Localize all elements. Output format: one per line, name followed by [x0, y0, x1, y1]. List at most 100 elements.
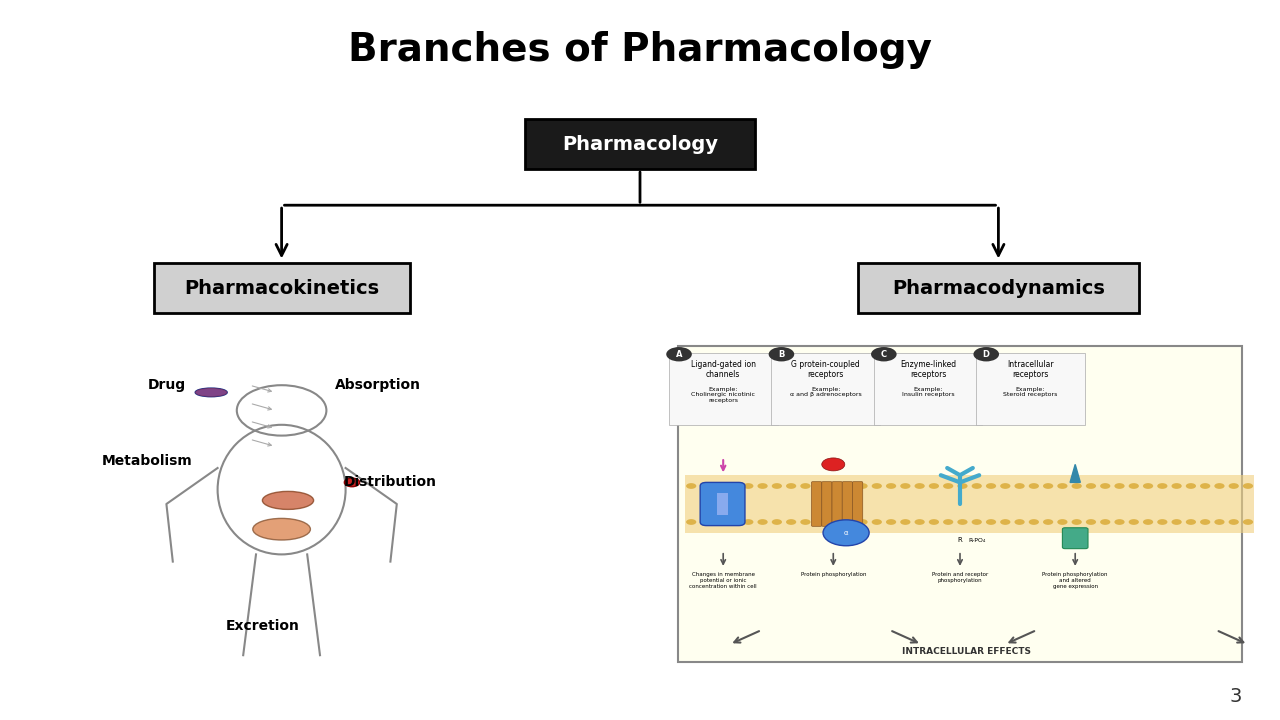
Circle shape	[1129, 483, 1139, 489]
Circle shape	[772, 519, 782, 525]
Circle shape	[1171, 519, 1181, 525]
Circle shape	[1071, 483, 1082, 489]
Circle shape	[814, 519, 824, 525]
Circle shape	[986, 519, 996, 525]
Circle shape	[772, 483, 782, 489]
Circle shape	[800, 483, 810, 489]
Circle shape	[758, 519, 768, 525]
Circle shape	[1143, 483, 1153, 489]
Circle shape	[829, 483, 840, 489]
Circle shape	[344, 478, 360, 487]
Text: C: C	[881, 350, 887, 359]
Circle shape	[844, 519, 854, 525]
Circle shape	[872, 519, 882, 525]
Text: Changes in membrane
potential or ionic
concentration within cell: Changes in membrane potential or ionic c…	[690, 572, 756, 589]
Circle shape	[758, 483, 768, 489]
Circle shape	[972, 483, 982, 489]
FancyBboxPatch shape	[685, 475, 1254, 533]
FancyBboxPatch shape	[842, 482, 852, 526]
Text: D: D	[983, 350, 989, 359]
Circle shape	[1057, 519, 1068, 525]
Text: R: R	[957, 537, 963, 543]
Text: Enzyme-linked
receptors: Enzyme-linked receptors	[900, 360, 956, 379]
Circle shape	[1229, 519, 1239, 525]
FancyBboxPatch shape	[977, 353, 1085, 425]
Text: Metabolism: Metabolism	[102, 454, 192, 468]
Circle shape	[1015, 519, 1025, 525]
Text: Absorption: Absorption	[334, 378, 421, 392]
Circle shape	[986, 483, 996, 489]
Circle shape	[700, 483, 710, 489]
Circle shape	[823, 520, 869, 546]
Circle shape	[974, 347, 1000, 361]
Text: Example:
α and β adrenoceptors: Example: α and β adrenoceptors	[790, 387, 861, 397]
Circle shape	[744, 483, 754, 489]
Circle shape	[728, 519, 739, 525]
Text: A: A	[676, 350, 682, 359]
Circle shape	[800, 519, 810, 525]
FancyBboxPatch shape	[771, 353, 881, 425]
Circle shape	[858, 483, 868, 489]
Text: Pharmacokinetics: Pharmacokinetics	[184, 279, 379, 297]
Text: Example:
Insulin receptors: Example: Insulin receptors	[901, 387, 955, 397]
Text: 3: 3	[1229, 687, 1242, 706]
Circle shape	[1085, 483, 1096, 489]
Circle shape	[1243, 483, 1253, 489]
FancyBboxPatch shape	[525, 119, 755, 169]
FancyBboxPatch shape	[700, 482, 745, 526]
FancyBboxPatch shape	[812, 482, 822, 526]
Circle shape	[1100, 519, 1110, 525]
Circle shape	[900, 519, 910, 525]
Ellipse shape	[196, 388, 228, 397]
FancyBboxPatch shape	[832, 482, 842, 526]
Circle shape	[929, 519, 940, 525]
FancyBboxPatch shape	[717, 493, 728, 515]
Circle shape	[1143, 519, 1153, 525]
Text: Branches of Pharmacology: Branches of Pharmacology	[348, 32, 932, 69]
FancyBboxPatch shape	[1062, 528, 1088, 549]
Text: Pharmacology: Pharmacology	[562, 135, 718, 153]
Ellipse shape	[196, 388, 228, 397]
Circle shape	[686, 519, 696, 525]
Circle shape	[822, 458, 845, 471]
Ellipse shape	[253, 518, 311, 540]
Circle shape	[943, 519, 954, 525]
Circle shape	[900, 483, 910, 489]
Circle shape	[700, 519, 710, 525]
Circle shape	[972, 519, 982, 525]
Circle shape	[1215, 519, 1225, 525]
Circle shape	[728, 483, 739, 489]
Circle shape	[1171, 483, 1181, 489]
Circle shape	[870, 347, 896, 361]
Circle shape	[858, 519, 868, 525]
Circle shape	[1000, 483, 1010, 489]
Text: α: α	[844, 530, 849, 536]
Text: R-PO₄: R-PO₄	[968, 538, 986, 542]
Circle shape	[1000, 519, 1010, 525]
Circle shape	[1043, 519, 1053, 525]
FancyBboxPatch shape	[852, 482, 863, 526]
FancyBboxPatch shape	[822, 482, 832, 526]
Circle shape	[929, 483, 940, 489]
Text: Intracellular
receptors: Intracellular receptors	[1007, 360, 1053, 379]
Text: Example:
Steroid receptors: Example: Steroid receptors	[1004, 387, 1057, 397]
FancyBboxPatch shape	[154, 263, 410, 313]
Circle shape	[886, 483, 896, 489]
Circle shape	[957, 519, 968, 525]
Circle shape	[886, 519, 896, 525]
Text: Example:
Cholinergic nicotinic
receptors: Example: Cholinergic nicotinic receptors	[691, 387, 755, 403]
Circle shape	[1115, 519, 1125, 525]
Circle shape	[1201, 519, 1211, 525]
Circle shape	[714, 519, 724, 525]
Circle shape	[844, 483, 854, 489]
FancyBboxPatch shape	[874, 353, 983, 425]
Text: Protein phosphorylation: Protein phosphorylation	[800, 572, 867, 577]
FancyBboxPatch shape	[668, 353, 777, 425]
Ellipse shape	[262, 492, 314, 510]
Circle shape	[744, 519, 754, 525]
Circle shape	[1157, 519, 1167, 525]
Circle shape	[957, 483, 968, 489]
Circle shape	[1043, 483, 1053, 489]
Text: Protein and receptor
phosphorylation: Protein and receptor phosphorylation	[932, 572, 988, 583]
Circle shape	[1157, 483, 1167, 489]
